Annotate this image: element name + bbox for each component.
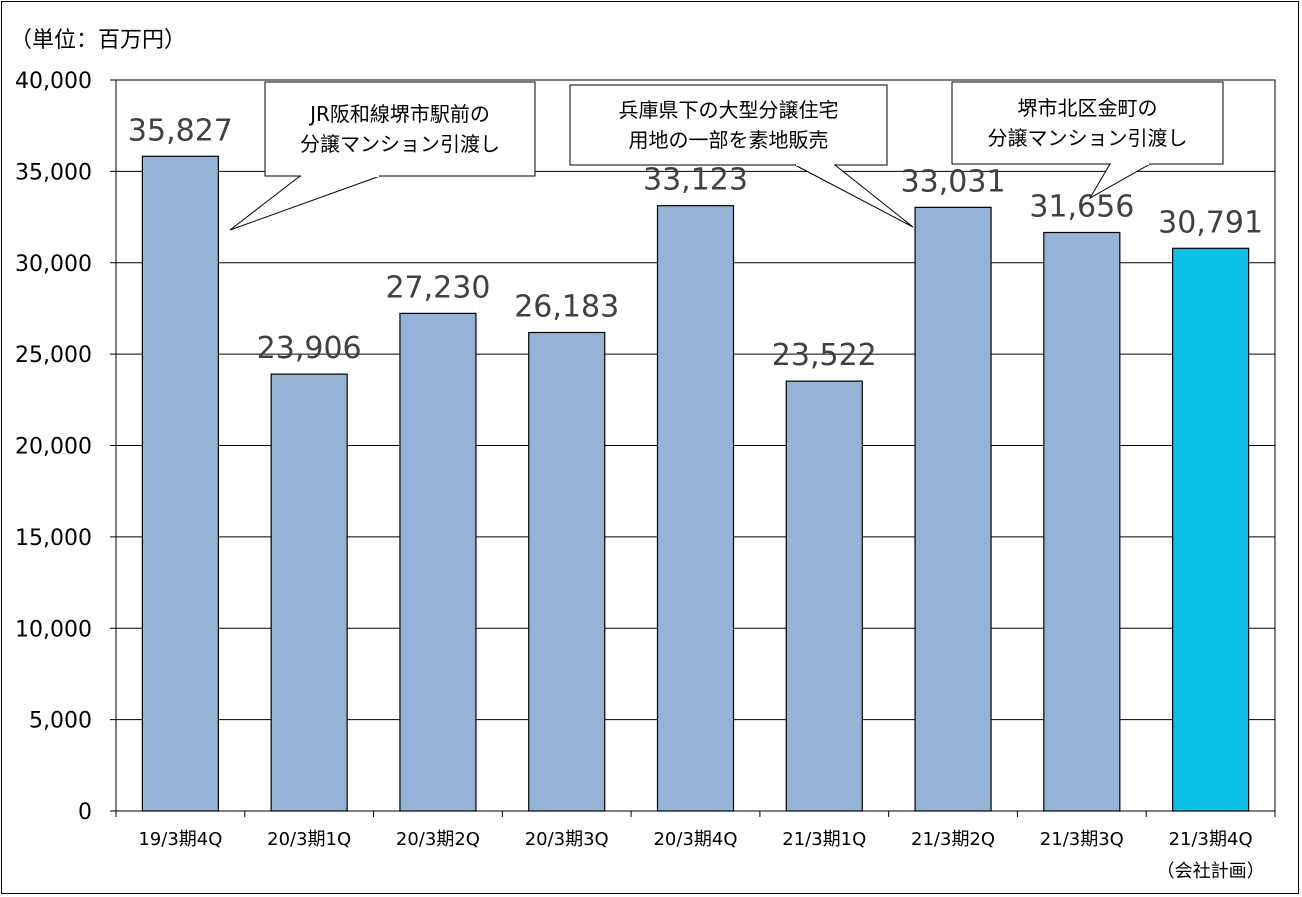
x-tick-label: 21/3期4Q [1169, 829, 1253, 850]
callout-box [951, 81, 1224, 165]
y-tick-label: 35,000 [15, 160, 92, 185]
callout-text: 堺市北区金町の [1018, 96, 1158, 120]
callouts: JR阪和線堺市駅前の分譲マンション引渡し兵庫県下の大型分譲住宅用地の一部を素地販… [229, 81, 1224, 231]
callout-text: 兵庫県下の大型分譲住宅 [619, 98, 839, 122]
x-tick-label: 21/3期1Q [782, 829, 866, 850]
bar [914, 206, 992, 812]
callout-text: JR阪和線堺市駅前の [308, 102, 490, 126]
bar [656, 205, 735, 812]
data-label: 26,183 [514, 290, 619, 325]
x-tick-label: 20/3期1Q [267, 829, 351, 850]
callout-box [264, 81, 536, 177]
x-tick-label: 21/3期3Q [1040, 829, 1124, 850]
callout-text: 用地の一部を素地販売 [629, 128, 829, 152]
data-label: 27,230 [385, 270, 490, 305]
y-tick-label: 0 [78, 800, 92, 825]
y-tick-label: 10,000 [15, 617, 92, 642]
data-label: 33,123 [643, 163, 748, 198]
bar [528, 331, 606, 812]
data-label: 33,031 [901, 164, 1006, 199]
x-tick-label: 21/3期2Q [911, 829, 995, 850]
data-labels: 35,827 23,906 27,230 26,183 33,123 23,522 33,0… [128, 113, 1263, 373]
data-label: 23,522 [772, 338, 877, 373]
data-label: 31,656 [1029, 189, 1134, 224]
x-tick-label: （会社計画） [1157, 861, 1265, 882]
bar [1043, 231, 1121, 812]
data-label: 30,791 [1158, 205, 1263, 240]
x-tick-label: 19/3期4Q [138, 829, 222, 850]
x-tick-label: 20/3期2Q [396, 829, 480, 850]
x-tick-label: 20/3期4Q [653, 829, 737, 850]
y-tick-label: 15,000 [15, 526, 92, 551]
data-label: 23,906 [257, 331, 362, 366]
x-tick-label: 20/3期3Q [525, 829, 609, 850]
y-axis-ticks: 0 5,000 10,000 15,000 20,000 25,000 30,000 35,0… [15, 69, 116, 825]
y-tick-label: 25,000 [15, 343, 92, 368]
y-tick-label: 40,000 [15, 69, 92, 94]
data-label: 35,827 [128, 113, 233, 148]
x-axis-ticks: 19/3期4Q 20/3期1Q 20/3期2Q 20/3期3Q 20/3期4Q 21/3期… [115, 811, 1276, 882]
callout-text: 分譲マンション引渡し [988, 126, 1188, 150]
callout-box [569, 84, 888, 166]
bar [141, 155, 219, 812]
y-tick-label: 30,000 [15, 252, 92, 277]
bars [141, 155, 1250, 812]
bar [270, 373, 348, 812]
unit-label: （単位：百万円） [10, 28, 186, 53]
bar [399, 312, 477, 812]
callout-text: 分譲マンション引渡し [300, 132, 500, 156]
bar [1172, 247, 1250, 812]
y-tick-label: 5,000 [29, 709, 92, 734]
y-tick-label: 20,000 [15, 435, 92, 460]
bar [785, 380, 863, 812]
